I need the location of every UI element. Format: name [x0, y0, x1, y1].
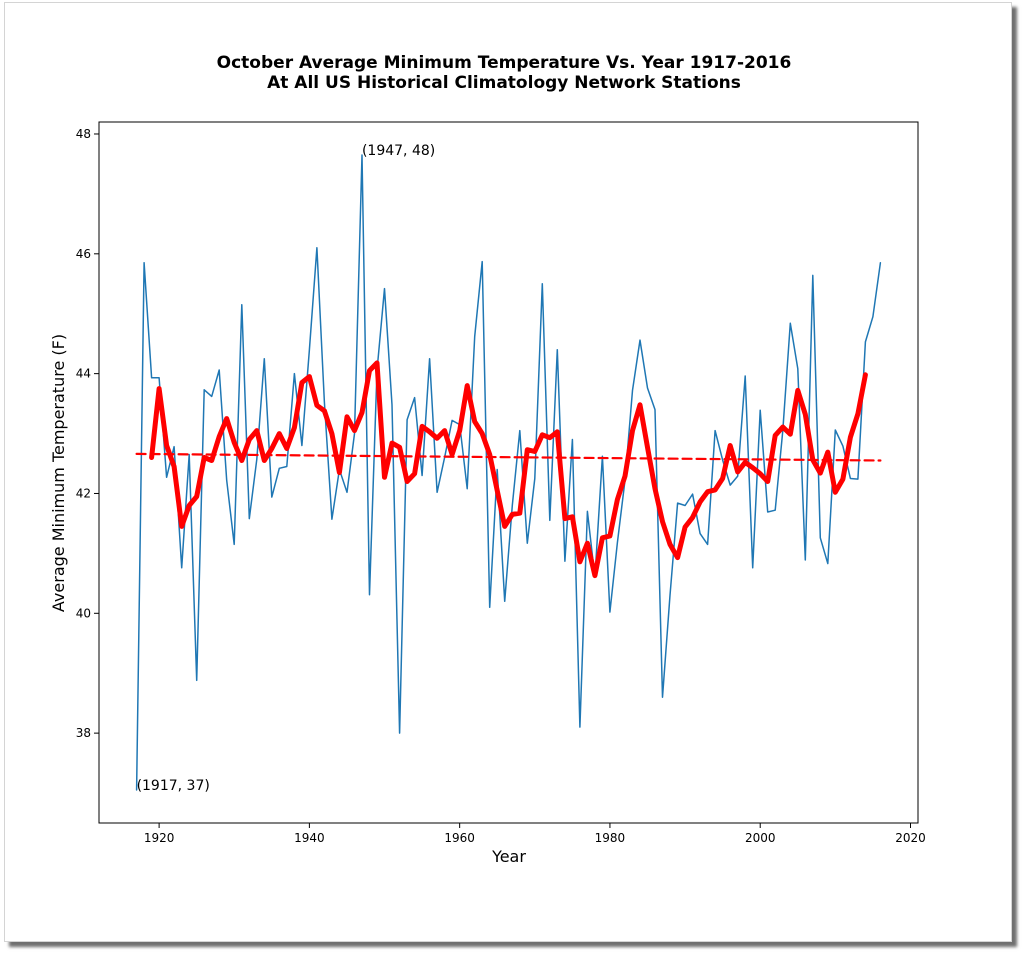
y-tick-label: 38 [76, 726, 91, 740]
temperature-series-line [135, 154, 882, 791]
series-layer [135, 154, 882, 791]
y-axis-label: Average Minimum Temperature (F) [49, 334, 68, 612]
y-tick-label: 44 [76, 367, 91, 381]
x-tick-label: 1960 [444, 831, 475, 845]
y-tick-label: 40 [76, 606, 91, 620]
x-tick-label: 2000 [745, 831, 776, 845]
point-annotation: (1947, 48) [362, 143, 435, 159]
trend-line [135, 452, 882, 462]
y-tick-label: 42 [76, 486, 91, 500]
x-axis-ticks: 1920 1940 1960 1980 2000 2020 [144, 823, 926, 845]
moving-average-line [149, 360, 868, 579]
y-tick-label: 48 [76, 127, 91, 141]
annotation-layer: (1947, 48) (1917, 37) [137, 143, 436, 794]
y-tick-label: 46 [76, 247, 91, 261]
chart-canvas: October Average Minimum Temperature Vs. … [49, 53, 926, 866]
x-axis-label: Year [491, 847, 526, 866]
chart-subtitle: At All US Historical Climatology Network… [267, 73, 741, 93]
y-axis-ticks: 38 40 42 44 46 48 [76, 127, 99, 740]
x-tick-label: 1980 [595, 831, 626, 845]
x-tick-label: 2020 [895, 831, 926, 845]
plot-area-frame [98, 121, 919, 824]
x-tick-label: 1940 [294, 831, 325, 845]
point-annotation: (1917, 37) [137, 778, 210, 794]
figure-frame: October Average Minimum Temperature Vs. … [4, 2, 1012, 942]
x-tick-label: 1920 [144, 831, 175, 845]
chart-title: October Average Minimum Temperature Vs. … [217, 53, 792, 73]
